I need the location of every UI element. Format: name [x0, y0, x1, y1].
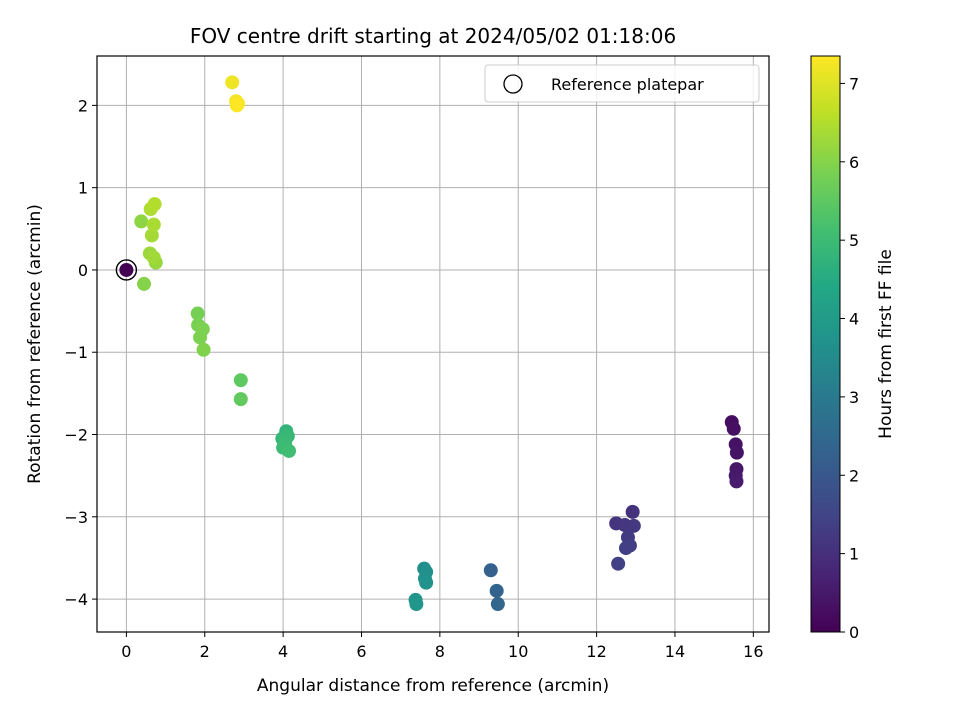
x-tick-label: 8 [435, 642, 445, 661]
x-tick-label: 2 [200, 642, 210, 661]
data-point [233, 392, 248, 407]
data-point [490, 597, 505, 612]
data-point [419, 575, 434, 590]
x-tick-label: 12 [586, 642, 606, 661]
colorbar-ticks: 0 1 2 3 4 5 6 7 [840, 74, 859, 642]
y-tick-label: −2 [64, 426, 88, 445]
colorbar-gradient [810, 55, 841, 633]
data-point [190, 306, 205, 321]
data-point [193, 330, 208, 345]
data-point [225, 75, 240, 90]
x-tick-label: 0 [121, 642, 131, 661]
data-point [196, 342, 211, 357]
data-point [611, 556, 626, 571]
data-point [137, 276, 152, 291]
colorbar: 0 1 2 3 4 5 6 7 Hours from first FF file [810, 55, 896, 642]
plot-frame [96, 55, 770, 633]
x-tick-label: 6 [356, 642, 366, 661]
data-point [409, 597, 424, 612]
data-point [282, 443, 296, 458]
data-point [489, 583, 504, 598]
x-axis-ticks: 0 2 4 6 8 10 12 14 16 [121, 632, 764, 661]
y-tick-label: 0 [78, 261, 88, 280]
y-axis-label: Rotation from reference (arcmin) [25, 204, 45, 484]
reference-marker [115, 259, 138, 281]
data-point [147, 197, 162, 212]
data-point [146, 217, 161, 232]
data-point [134, 214, 149, 229]
x-tick-label: 14 [665, 642, 685, 661]
colorbar-tick-label: 0 [849, 623, 859, 642]
y-tick-label: 2 [78, 96, 88, 115]
data-points [115, 75, 744, 612]
colorbar-tick-label: 6 [849, 153, 859, 172]
y-tick-label: −1 [64, 343, 88, 362]
legend-marker [503, 74, 523, 94]
x-tick-label: 4 [278, 642, 288, 661]
colorbar-tick-label: 2 [849, 466, 859, 485]
colorbar-tick-label: 3 [849, 388, 859, 407]
data-point [729, 474, 744, 489]
chart-title: FOV centre drift starting at 2024/05/02 … [190, 24, 676, 48]
data-point [618, 541, 633, 556]
y-tick-label: −3 [64, 508, 88, 527]
y-tick-label: 1 [78, 179, 88, 198]
colorbar-tick-label: 4 [849, 310, 859, 329]
data-point [146, 250, 161, 265]
data-point [119, 262, 134, 277]
colorbar-label: Hours from first FF file [876, 249, 896, 439]
y-tick-label: −4 [64, 590, 88, 609]
data-point [229, 98, 244, 113]
legend-label: Reference platepar [551, 75, 704, 94]
data-point [625, 504, 640, 519]
data-point [626, 518, 641, 533]
legend-box [484, 64, 760, 103]
data-point [144, 228, 159, 243]
data-point [729, 445, 744, 460]
colorbar-tick-label: 7 [849, 74, 859, 93]
data-point [483, 563, 498, 578]
colorbar-tick-label: 5 [849, 231, 859, 250]
data-point [233, 373, 248, 388]
x-tick-label: 16 [743, 642, 763, 661]
x-tick-label: 10 [508, 642, 528, 661]
y-axis-ticks: −4 −3 −2 −1 0 1 2 [64, 96, 97, 609]
grid-lines [97, 56, 769, 632]
legend: Reference platepar [484, 64, 760, 103]
data-point [726, 421, 741, 436]
colorbar-tick-label: 1 [849, 545, 859, 564]
x-axis-label: Angular distance from reference (arcmin) [257, 676, 609, 696]
